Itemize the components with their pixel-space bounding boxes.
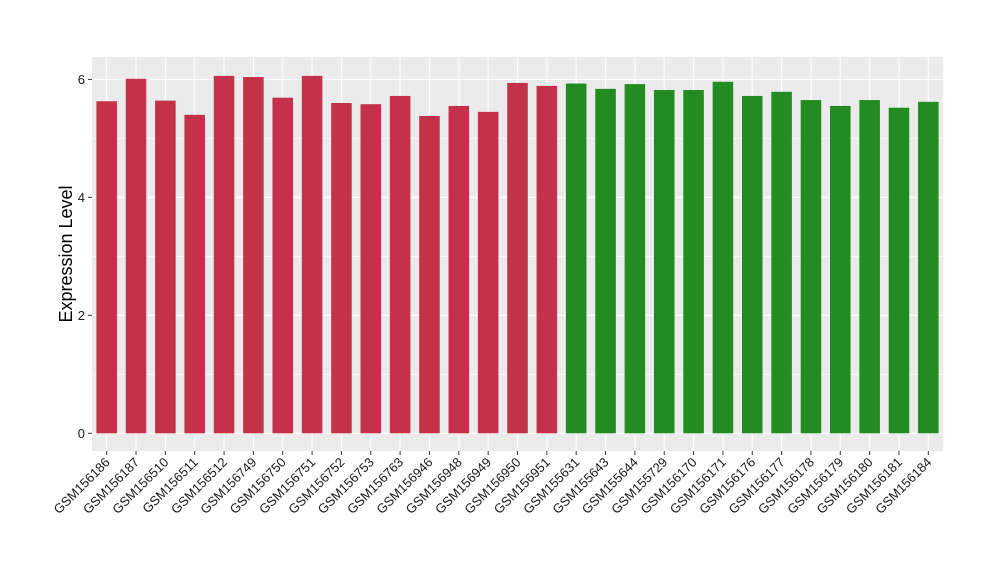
- bar-GSM156181: [888, 107, 910, 434]
- bar-GSM155644: [624, 84, 646, 434]
- bar-GSM156180: [859, 100, 880, 434]
- bar-GSM156948: [448, 105, 470, 434]
- y-tick-label: 4: [78, 190, 85, 205]
- y-axis: 0 2 4 6: [78, 72, 92, 441]
- bar-GSM155631: [565, 83, 587, 434]
- bar-GSM156753: [360, 104, 382, 434]
- bar-GSM156763: [389, 95, 411, 434]
- bar-GSM156749: [243, 77, 264, 434]
- bar-GSM156510: [155, 100, 176, 434]
- bar-GSM155643: [595, 88, 616, 434]
- bar-GSM156751: [301, 75, 323, 434]
- y-tick-label: 6: [78, 72, 85, 87]
- bar-GSM156946: [419, 115, 440, 434]
- bar-GSM156950: [507, 82, 528, 434]
- bar-GSM156511: [184, 114, 205, 434]
- bar-GSM156512: [213, 75, 235, 434]
- bar-GSM156951: [536, 85, 558, 434]
- bar-GSM156184: [918, 101, 939, 434]
- x-axis: GSM156186GSM156187GSM156510GSM156511GSM1…: [51, 451, 934, 517]
- bar-GSM156178: [800, 100, 822, 434]
- y-tick-label: 0: [78, 426, 85, 441]
- bar-GSM156171: [712, 81, 734, 434]
- bar-GSM156750: [272, 97, 294, 434]
- y-tick-label: 2: [78, 308, 85, 323]
- bars: [96, 75, 939, 434]
- bar-GSM156752: [331, 103, 352, 434]
- bar-GSM156179: [830, 105, 851, 434]
- bar-GSM156170: [683, 90, 704, 434]
- y-axis-label: Expression Level: [56, 185, 76, 322]
- bar-GSM156949: [477, 111, 499, 434]
- bar-GSM155729: [653, 90, 675, 434]
- bar-GSM156187: [125, 78, 147, 434]
- bar-GSM156177: [771, 91, 792, 434]
- bar-GSM156186: [96, 101, 117, 434]
- bar-GSM156176: [741, 95, 763, 434]
